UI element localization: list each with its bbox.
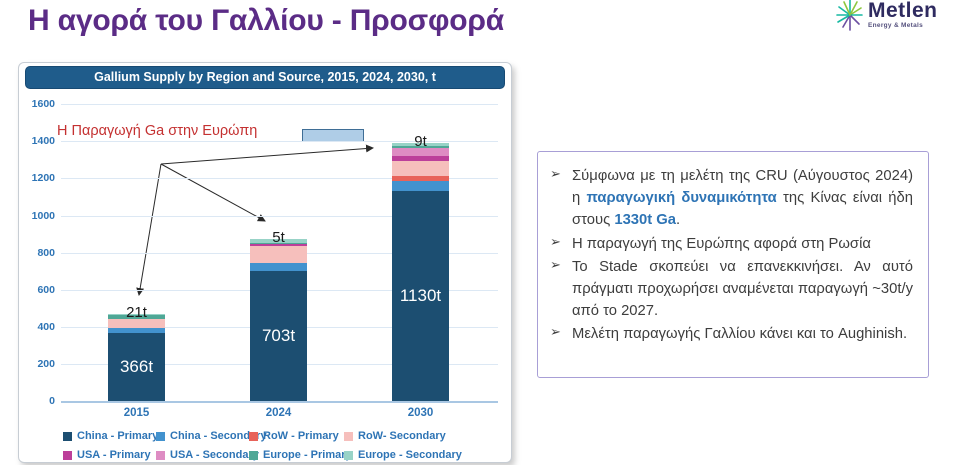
gridline — [61, 104, 498, 106]
legend-swatch — [63, 431, 72, 441]
europe-value-label: 5t — [272, 229, 285, 247]
bullet-item-1: ➢ Σύμφωνα με τη μελέτη της CRU (Αύγουστο… — [550, 165, 913, 232]
bullet1-highlight-1330t: 1330t Ga — [614, 212, 677, 229]
legend-label: Europe - Primary — [263, 449, 352, 461]
bar-segment-row-secondary — [250, 245, 307, 264]
bullet1-segment: . — [676, 212, 681, 229]
stacked-bar-2015: 366t 21t — [108, 304, 165, 401]
starburst-icon — [836, 0, 863, 31]
legend-label: USA - Secondary — [170, 449, 259, 461]
metlen-logo: Metlen Energy & Metals — [836, 0, 938, 34]
bar-segment-china-primary: 366t — [108, 333, 165, 401]
bar-segment-china-primary: 703t — [250, 270, 307, 401]
info-box: ➢ Σύμφωνα με τη μελέτη της CRU (Αύγουστο… — [537, 151, 929, 378]
y-axis-tick-label: 600 — [37, 283, 55, 296]
europe-value-label: 9t — [414, 132, 427, 150]
legend-swatch — [344, 431, 353, 441]
bullet-item-3: ➢ Το Stade σκοπεύει να επανεκκινήσει. Αν… — [550, 256, 913, 323]
legend-item: Europe - Primary — [249, 449, 352, 461]
bar-segment-china-secondary — [250, 263, 307, 271]
bullet-arrow-icon: ➢ — [550, 166, 561, 181]
y-axis-tick-label: 200 — [37, 357, 55, 370]
legend-item: RoW - Primary — [249, 430, 339, 442]
legend-item: China - Primary — [63, 430, 158, 442]
bullet-text-4: Μελέτη παραγωγής Γαλλίου κάνει και το Au… — [572, 326, 908, 343]
x-axis-tick-label: 2024 — [265, 407, 292, 419]
highlight-rectangle — [302, 129, 364, 142]
bullet-arrow-icon: ➢ — [550, 233, 561, 249]
chart-panel: Gallium Supply by Region and Source, 201… — [18, 62, 512, 463]
gridline — [61, 141, 498, 143]
y-axis-tick-label: 800 — [37, 246, 55, 259]
gridline — [61, 215, 498, 217]
bullet1-highlight-capacity: παραγωγική δυναμικότητα — [586, 190, 777, 207]
europe-value-label: 21t — [126, 304, 147, 322]
bullet1-segment: Σύμφωνα με τη μελέτη της CRU (Αύγουστος … — [572, 168, 913, 207]
legend-item: China - Secondary — [156, 430, 267, 442]
legend-swatch — [249, 431, 258, 441]
bullet-text-3: Το Stade σκοπεύει να επανεκκινήσει. Αν α… — [572, 258, 913, 320]
x-axis-line — [61, 401, 498, 403]
bullet1-segment: της Κίνας είναι ήδη στους — [572, 190, 913, 229]
legend-swatch — [249, 450, 258, 460]
page-title: Η αγορά του Γαλλίου - Προσφορά — [28, 4, 504, 37]
bar-segment-europe-secondary — [250, 239, 307, 243]
bullet-arrow-icon: ➢ — [550, 256, 561, 272]
logo-text: Metlen Energy & Metals — [868, 0, 938, 29]
stacked-bar-2024: 703t 5t — [250, 229, 307, 401]
bar-segment-china-secondary — [108, 327, 165, 334]
bar-segment-europe-secondary — [392, 143, 449, 147]
legend-label: Europe - Secondary — [358, 449, 462, 461]
bullet-text-1: Σύμφωνα με τη μελέτη της CRU (Αύγουστος … — [572, 165, 913, 232]
bullet-item-4: ➢ Μελέτη παραγωγής Γαλλίου κάνει και το … — [550, 323, 913, 345]
bar-segment-row-secondary — [108, 319, 165, 328]
chart-plot-area: Η Παραγωγή Ga στην Ευρώπη 0 200 400 600 800 1… — [19, 63, 511, 462]
bar-segment-usa-secondary — [392, 148, 449, 157]
legend-swatch — [344, 450, 353, 460]
bar-segment-europe-primary — [108, 315, 165, 320]
bar-segment-china-secondary — [392, 181, 449, 192]
x-axis-tick-label: 2015 — [123, 407, 150, 419]
bullet-text-2: Η παραγωγή της Ευρώπης αφορά στη Ρωσία — [572, 235, 871, 252]
y-axis-tick-label: 1000 — [31, 209, 55, 222]
bar-segment-china-primary: 1130t — [392, 191, 449, 401]
legend-label: RoW- Secondary — [358, 430, 446, 442]
bar-segment-europe-primary — [392, 146, 449, 149]
bar-segment-europe-secondary — [108, 314, 165, 316]
y-axis-tick-label: 1600 — [31, 98, 55, 111]
y-axis-tick-label: 0 — [49, 395, 55, 407]
bar-segment-row-secondary — [392, 161, 449, 177]
legend-item: USA - Secondary — [156, 449, 259, 461]
x-axis-tick-label: 2030 — [407, 407, 434, 419]
bar-value-label: 366t — [119, 357, 154, 377]
bar-value-label: 703t — [261, 325, 296, 345]
legend-swatch — [156, 450, 165, 460]
chart-title: Gallium Supply by Region and Source, 201… — [25, 66, 505, 89]
y-axis-tick-label: 400 — [37, 320, 55, 333]
annotation-europe-production: Η Παραγωγή Ga στην Ευρώπη — [57, 123, 258, 139]
bar-segment-europe-primary — [250, 242, 307, 244]
legend-item: USA - Primary — [63, 449, 151, 461]
y-axis-tick-label: 1400 — [31, 135, 55, 148]
bullet-arrow-icon: ➢ — [550, 324, 561, 340]
stacked-bar-2030: 1130t 9t — [392, 133, 449, 401]
bar-segment-usa-primary — [392, 156, 449, 162]
logo-tagline: Energy & Metals — [868, 22, 924, 29]
legend-swatch — [63, 450, 72, 460]
legend-item: RoW- Secondary — [344, 430, 446, 442]
legend-swatch — [156, 431, 165, 441]
legend-label: China - Secondary — [170, 430, 267, 442]
legend-label: China - Primary — [77, 430, 159, 442]
y-axis-tick-label: 1200 — [31, 172, 55, 185]
gridline — [61, 178, 498, 180]
logo-wordmark: Metlen — [868, 0, 938, 22]
bar-segment-row-primary — [392, 176, 449, 182]
bar-value-label: 1130t — [399, 286, 442, 306]
legend-label: USA - Primary — [77, 449, 151, 461]
legend-item: Europe - Secondary — [344, 449, 462, 461]
legend-label: RoW - Primary — [263, 430, 339, 442]
bullet-item-2: ➢ Η παραγωγή της Ευρώπης αφορά στη Ρωσία — [550, 233, 913, 255]
bar-segment-usa-primary — [250, 243, 307, 246]
